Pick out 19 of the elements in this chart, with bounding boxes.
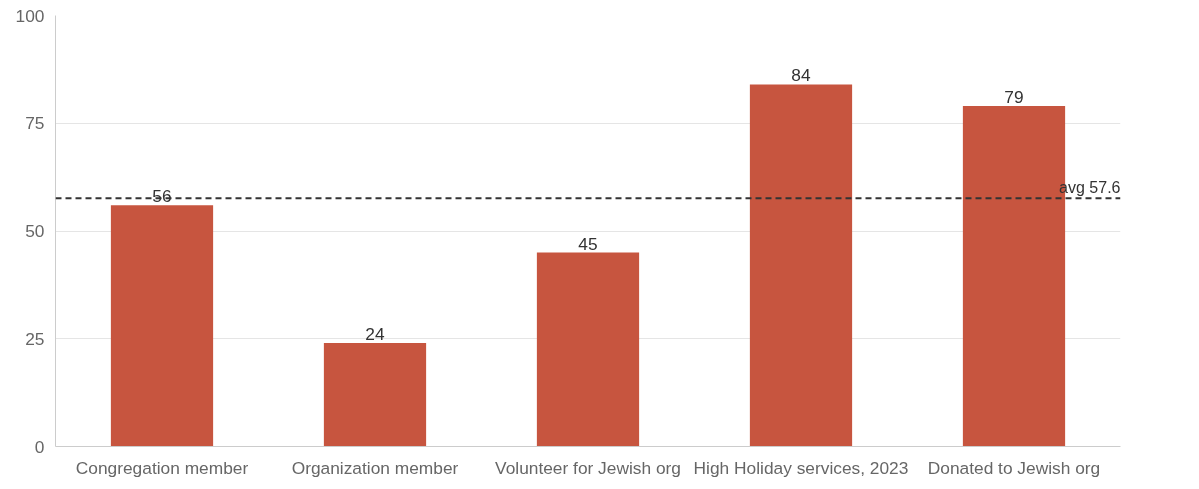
data-label: 24 xyxy=(365,324,385,345)
data-label: 45 xyxy=(578,233,598,254)
bar xyxy=(323,343,427,447)
bar xyxy=(536,252,640,447)
y-tick-label: 50 xyxy=(25,221,45,241)
data-label: 84 xyxy=(791,65,811,86)
x-tick-label: High Holiday services, 2023 xyxy=(693,457,909,478)
x-tick-label: Donated to Jewish org xyxy=(927,457,1101,478)
x-tick-label: Congregation member xyxy=(75,457,249,478)
y-tick-label: 25 xyxy=(25,328,45,349)
x-tick-label: Organization member xyxy=(291,457,459,478)
bar xyxy=(110,205,214,447)
y-tick-label: 75 xyxy=(25,113,45,134)
y-tick-label: 0 xyxy=(34,436,45,457)
x-tick-label: Volunteer for Jewish org xyxy=(495,457,681,478)
bar xyxy=(749,84,853,447)
data-label: 56 xyxy=(152,186,172,207)
data-label: 79 xyxy=(1004,87,1024,108)
y-tick-label: 100 xyxy=(15,5,45,26)
